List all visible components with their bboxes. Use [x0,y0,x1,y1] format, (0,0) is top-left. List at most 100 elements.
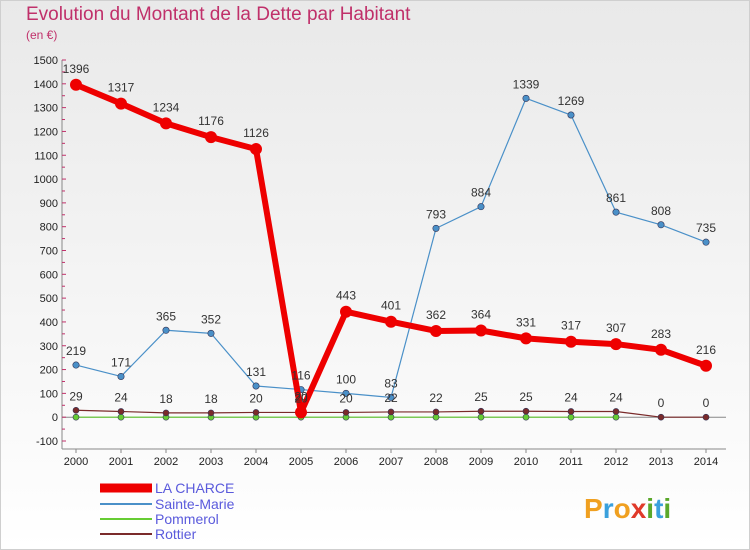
data-label-la-charce: 317 [561,319,581,333]
y-tick-label: 700 [40,246,58,258]
data-label-rottier: 18 [204,392,218,406]
x-tick-label: 2010 [514,456,538,468]
proxiti-logo: Proxiti [584,493,671,524]
legend-label-la-charce: LA CHARCE [155,480,234,496]
data-label-rottier: 0 [658,396,665,410]
data-point-la-charce [115,97,127,110]
data-point-sainte-marie [72,361,80,369]
data-point-rottier [117,408,125,415]
data-point-pommerol [477,413,485,421]
data-label-la-charce: 1317 [108,81,135,95]
data-label-sainte-marie: 219 [66,344,86,358]
data-label-sainte-marie: 171 [111,355,131,369]
data-point-la-charce [655,343,667,356]
data-label-sainte-marie: 116 [291,369,310,383]
data-point-sainte-marie [657,221,665,229]
data-point-sainte-marie [432,224,440,232]
y-tick-label: 1300 [34,103,58,115]
data-label-sainte-marie: 1269 [558,94,585,108]
series-rottier [72,406,710,421]
data-label-la-charce: 331 [516,315,536,329]
data-label-rottier: 22 [384,391,398,405]
y-tick-label: 600 [40,269,58,281]
data-label-la-charce: 1234 [153,100,180,114]
data-label-rottier: 24 [609,390,623,404]
x-tick-label: 2008 [424,456,448,468]
data-label-la-charce: 307 [606,321,626,335]
data-point-sainte-marie [477,203,485,211]
data-label-sainte-marie: 83 [384,376,398,390]
x-tick-label: 2001 [109,456,133,468]
y-tick-label: 1000 [34,174,58,186]
data-label-sainte-marie: 365 [156,309,176,323]
data-point-rottier [207,409,215,417]
y-tick-label: 400 [40,317,58,329]
x-tick-label: 2009 [469,456,493,468]
series-line-la-charce [74,81,708,416]
y-tick-label: 300 [40,341,58,353]
data-point-sainte-marie [342,389,350,397]
x-tick-label: 2005 [289,456,313,468]
data-point-pommerol [612,413,620,421]
data-point-sainte-marie [702,238,710,246]
data-point-la-charce [250,143,262,156]
data-label-la-charce: 216 [696,343,716,357]
data-point-rottier [342,409,350,416]
chart-unit: (en €) [26,28,58,42]
legend-label-rottier: Rottier [155,526,197,542]
y-tick-label: 1100 [34,150,58,162]
data-point-rottier [432,408,440,416]
y-tick-label: 1500 [34,55,58,67]
series-sainte-marie [72,94,710,401]
data-point-la-charce [160,117,172,130]
data-label-sainte-marie: 793 [426,207,446,221]
data-point-la-charce [340,305,352,318]
data-point-la-charce [520,332,532,345]
series-pommerol [72,413,620,421]
x-tick-label: 2013 [649,456,673,468]
data-point-sainte-marie [252,382,260,390]
data-label-sainte-marie: 1339 [513,77,540,91]
data-label-sainte-marie: 861 [606,191,626,205]
data-point-rottier [72,406,80,414]
y-tick-label: 1200 [34,126,58,138]
data-point-rottier [252,409,260,416]
data-point-la-charce [385,315,397,328]
data-label-la-charce: 283 [651,327,671,341]
data-point-pommerol [117,413,125,421]
data-point-la-charce [475,324,487,337]
y-tick-label: 0 [52,412,58,424]
data-label-rottier: 24 [564,390,578,404]
y-tick-label: 500 [40,293,58,305]
data-label-sainte-marie: 884 [471,186,491,200]
data-point-la-charce [430,324,442,337]
y-tick-label: 800 [40,222,58,234]
data-point-sainte-marie [522,94,530,102]
chart-title: Evolution du Montant de la Dette par Hab… [26,4,411,25]
data-label-sainte-marie: 131 [246,365,266,379]
data-point-sainte-marie [117,372,125,380]
data-label-rottier: 20 [249,391,263,405]
data-label-la-charce: 443 [336,289,356,303]
data-label-la-charce: 364 [471,308,491,322]
y-tick-label: 1400 [34,79,58,91]
x-tick-label: 2007 [379,456,403,468]
data-label-rottier: 25 [474,390,488,404]
data-label-sainte-marie: 100 [336,372,356,386]
x-tick-label: 2000 [64,456,88,468]
x-tick-label: 2012 [604,456,628,468]
data-label-la-charce: 1126 [243,126,269,140]
svg-text:Proxiti: Proxiti [584,493,671,524]
data-point-rottier [477,407,485,415]
data-point-sainte-marie [162,326,170,334]
x-tick-label: 2014 [694,456,718,468]
x-tick-label: 2004 [244,456,268,468]
data-label-la-charce: 1176 [198,114,224,128]
x-tick-label: 2011 [559,456,583,468]
data-point-sainte-marie [612,208,620,216]
data-point-rottier [522,407,530,415]
data-point-pommerol [522,413,530,421]
legend-label-pommerol: Pommerol [155,511,219,527]
